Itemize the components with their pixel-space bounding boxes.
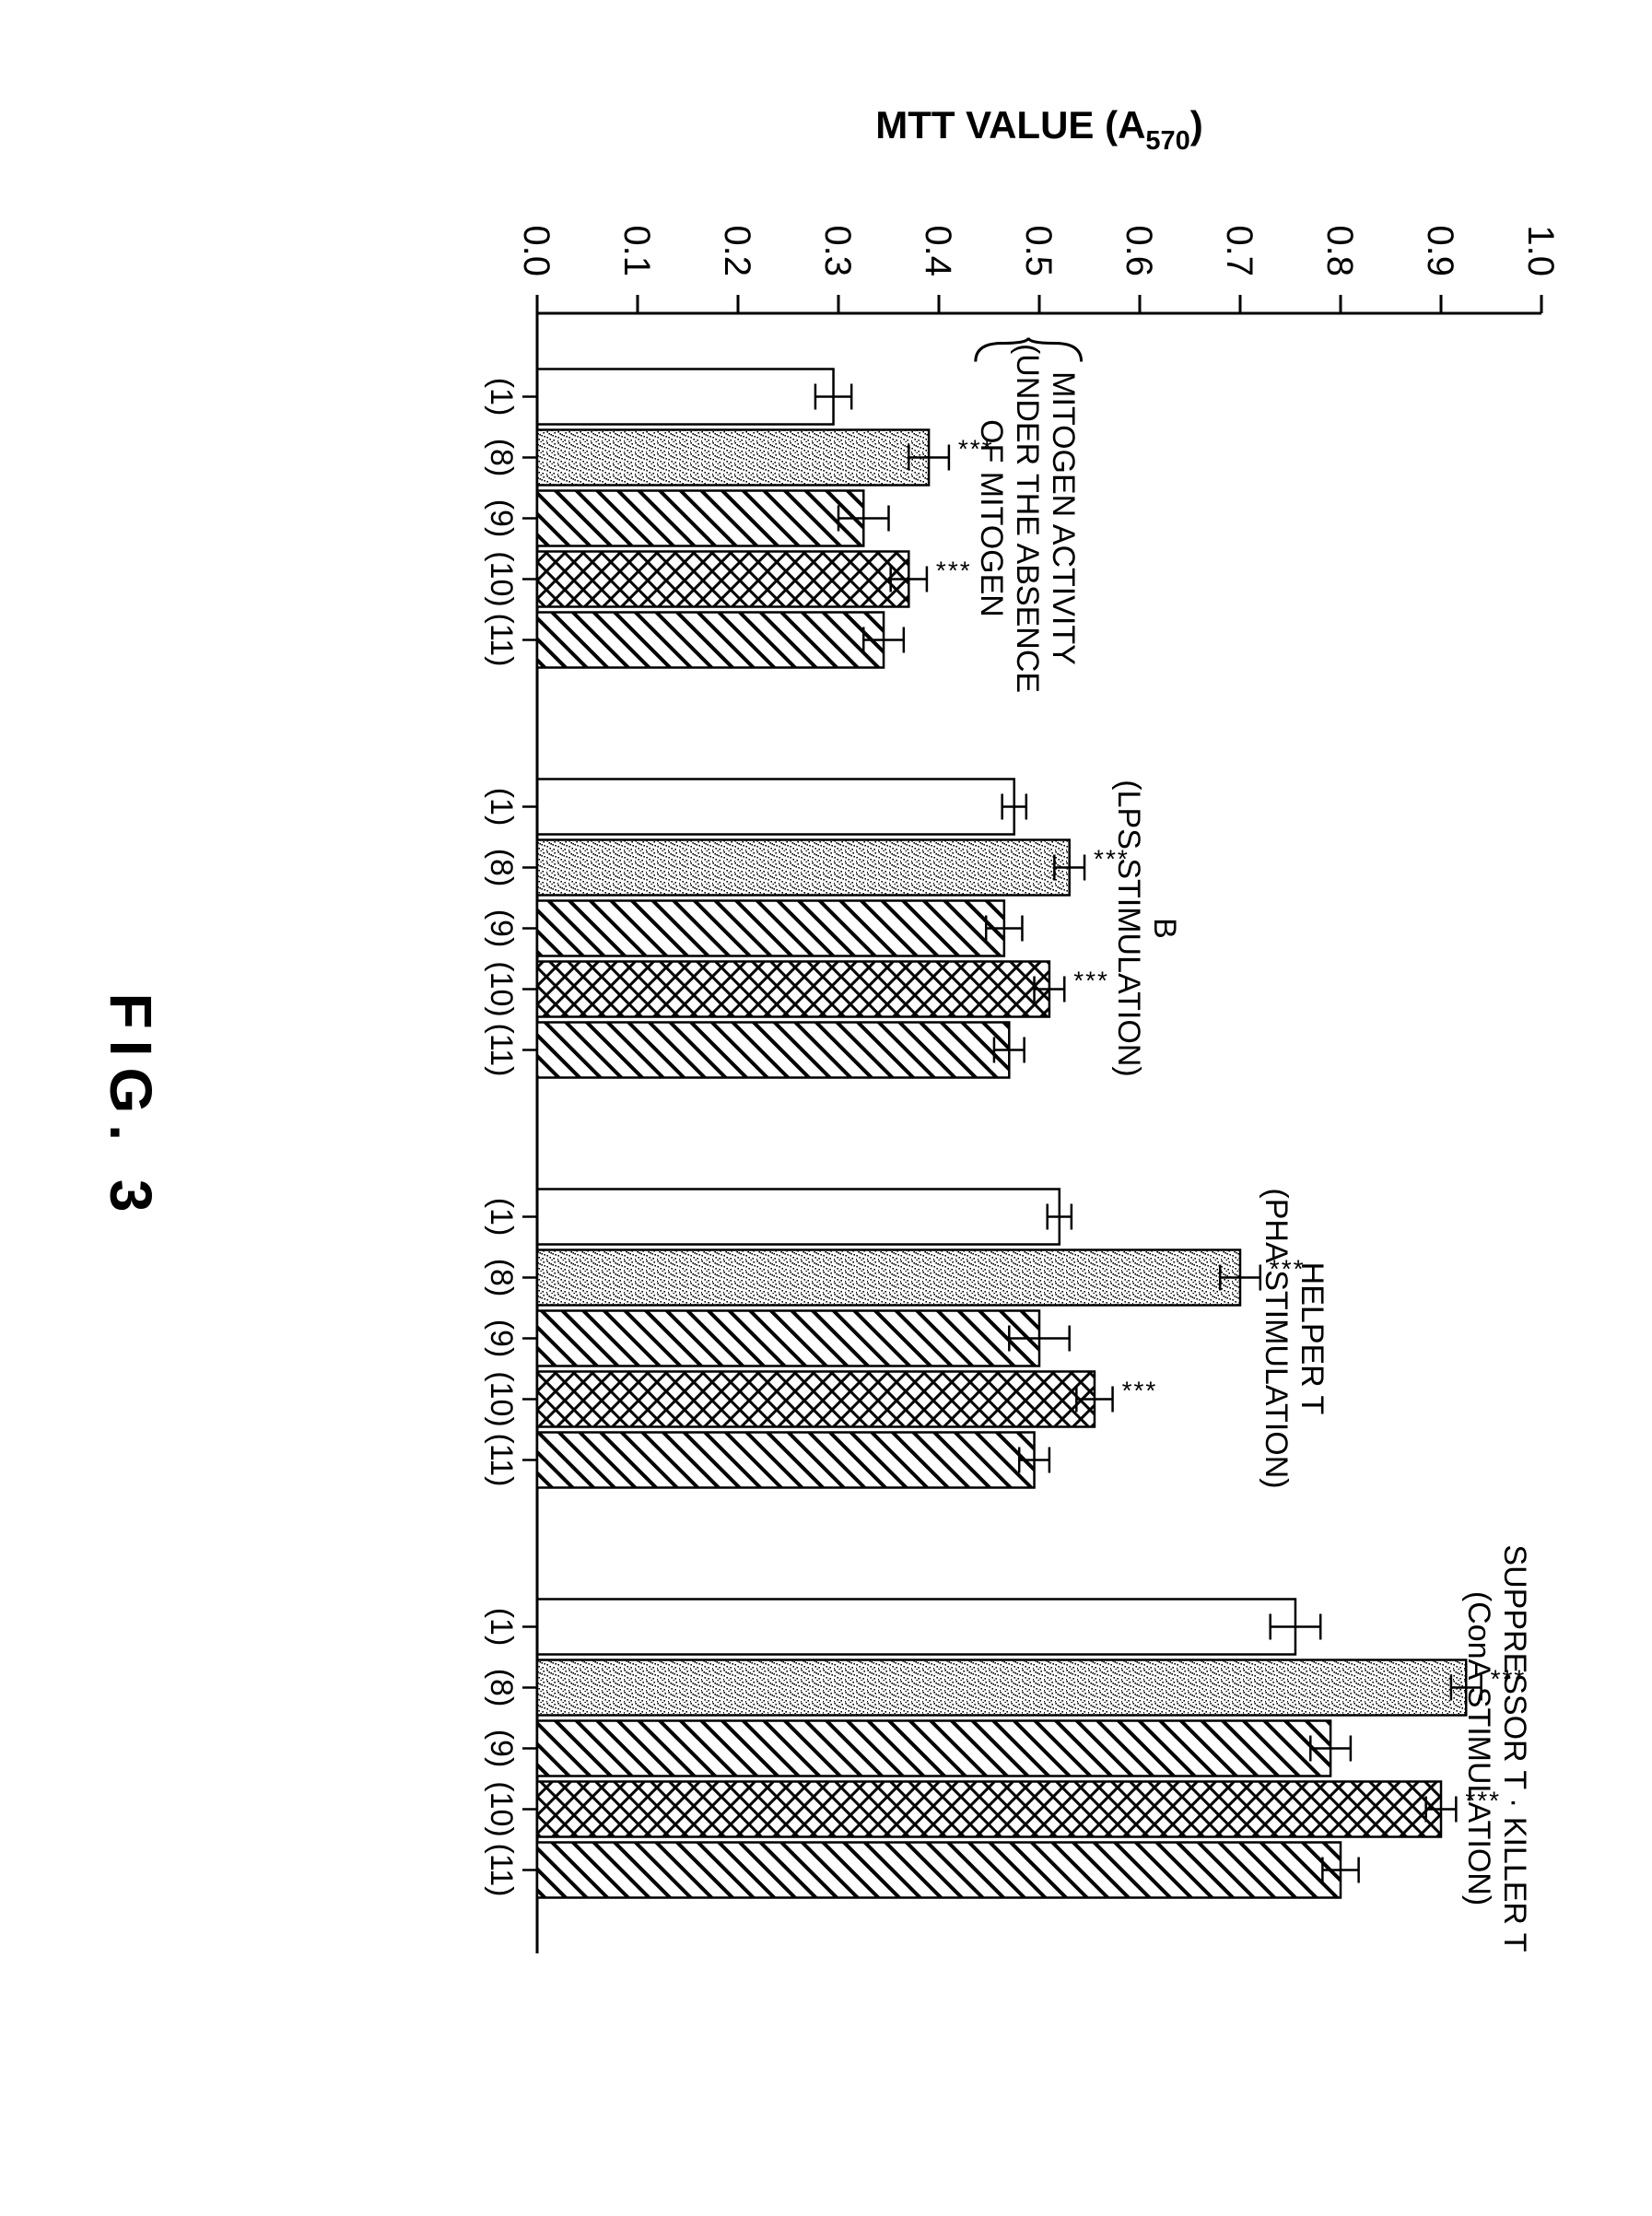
svg-text:(PHA STIMULATION): (PHA STIMULATION) — [1259, 1188, 1294, 1488]
x-tick-label: (8) — [484, 1259, 519, 1297]
svg-text:(UNDER THE ABSENCE: (UNDER THE ABSENCE — [1010, 344, 1045, 693]
svg-text:SUPPRESSOR T · KILLER T: SUPPRESSOR T · KILLER T — [1497, 1544, 1532, 1952]
x-tick-label: (1) — [484, 788, 519, 827]
y-axis-label: MTT VALUE (A570) — [875, 103, 1203, 156]
y-tick-label: 0.7 — [1219, 225, 1260, 276]
svg-text:(LPS STIMULATION): (LPS STIMULATION) — [1111, 780, 1146, 1076]
x-tick-label: (10) — [484, 551, 519, 606]
bar — [537, 780, 1014, 835]
x-tick-label: (11) — [484, 1844, 519, 1897]
group-title: HELPER T(PHA STIMULATION) — [1259, 1188, 1330, 1488]
group-title: MITOGEN ACTIVITY(UNDER THE ABSENCE OF MI… — [974, 344, 1081, 693]
rotated-chart-wrapper: 0.0 0.1 0.2 0.3 0.4 0.5 0.6 0.7 0.8 0.9 1.0 MTT VAL… — [0, 0, 1652, 2216]
y-tick-label: 0.8 — [1319, 225, 1360, 276]
bar — [537, 369, 834, 425]
y-tick-label: 0.4 — [918, 225, 958, 276]
x-tick-label: (9) — [484, 1729, 519, 1768]
y-tick-label: 1.0 — [1520, 225, 1561, 276]
y-tick-label: 0.3 — [817, 225, 858, 276]
y-tick-label: 0.9 — [1420, 225, 1460, 276]
svg-text:MITOGEN ACTIVITY: MITOGEN ACTIVITY — [1046, 371, 1081, 665]
bar-chart: 0.0 0.1 0.2 0.3 0.4 0.5 0.6 0.7 0.8 0.9 1.0 MTT VAL… — [0, 0, 1652, 2216]
figure-stage: 0.0 0.1 0.2 0.3 0.4 0.5 0.6 0.7 0.8 0.9 1.0 MTT VAL… — [0, 0, 1652, 2216]
x-tick-label: (8) — [484, 1669, 519, 1707]
group-title: B(LPS STIMULATION) — [1111, 780, 1182, 1076]
x-tick-label: (1) — [484, 378, 519, 416]
x-tick-label: (9) — [484, 1319, 519, 1358]
significance-mark: *** — [1122, 1377, 1158, 1405]
x-tick-label: (11) — [484, 1434, 519, 1487]
svg-text:B: B — [1147, 918, 1182, 939]
x-tick-label: (10) — [484, 961, 519, 1016]
x-tick-label: (8) — [484, 439, 519, 477]
bar-group: (1)***(8)(9)***(10)(11)SUPPRESSOR T · KI… — [484, 1544, 1532, 1952]
svg-text:OF MITOGEN: OF MITOGEN — [974, 419, 1009, 617]
bar-group: (1)***(8)(9)***(10)(11)MITOGEN ACTIVITY(… — [484, 338, 1082, 694]
svg-text:(ConA STIMULATION): (ConA STIMULATION) — [1461, 1591, 1496, 1905]
y-tick-label: 0.6 — [1119, 225, 1159, 276]
x-tick-label: (10) — [484, 1781, 519, 1836]
y-tick-label: 0.5 — [1018, 225, 1059, 276]
x-tick-label: (9) — [484, 499, 519, 538]
x-tick-label: (1) — [484, 1198, 519, 1237]
y-tick-label: 0.2 — [717, 225, 757, 276]
x-tick-label: (11) — [484, 1024, 519, 1077]
x-tick-label: (9) — [484, 909, 519, 948]
bar — [537, 1600, 1295, 1655]
figure-caption: FIG. 3 — [98, 993, 164, 1224]
x-tick-label: (1) — [484, 1608, 519, 1647]
x-tick-label: (10) — [484, 1371, 519, 1426]
significance-mark: *** — [1073, 967, 1109, 995]
y-tick-label: 0.0 — [516, 225, 557, 276]
x-tick-label: (11) — [484, 614, 519, 667]
significance-mark: *** — [936, 557, 972, 585]
x-tick-label: (8) — [484, 849, 519, 887]
y-tick-label: 0.1 — [616, 225, 657, 276]
bar-group: (1)***(8)(9)***(10)(11)B(LPS STIMULATION… — [484, 780, 1182, 1078]
bar — [537, 1190, 1060, 1245]
group-title: SUPPRESSOR T · KILLER T(ConA STIMULATION… — [1461, 1544, 1532, 1952]
bar-group: (1)***(8)(9)***(10)(11)HELPER T(PHA STIM… — [484, 1188, 1330, 1488]
svg-text:HELPER T: HELPER T — [1295, 1262, 1330, 1415]
